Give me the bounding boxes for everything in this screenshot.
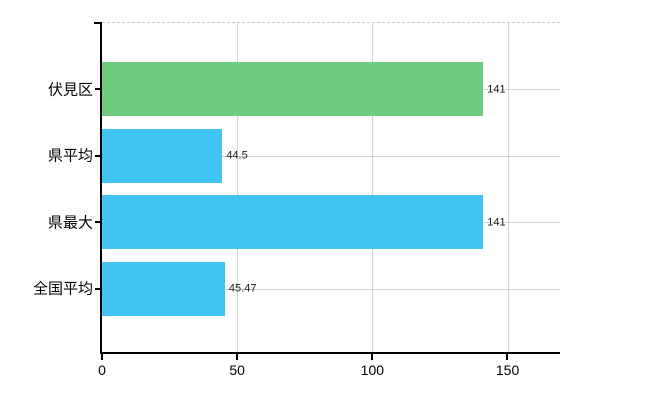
horizontal-gridline [102, 288, 560, 290]
y-axis-category-tick [95, 221, 102, 223]
x-axis-line [100, 352, 560, 354]
category-label: 伏見区 [47, 81, 93, 98]
x-axis-tick-label: 0 [98, 362, 106, 378]
category-label: 県最大 [47, 214, 93, 231]
bar-value-label: 141 [487, 216, 506, 228]
bar [102, 195, 484, 249]
x-axis-tick [506, 354, 509, 360]
x-axis-tick-label: 50 [229, 362, 245, 378]
bar [102, 62, 484, 116]
vertical-gridline [507, 23, 509, 352]
plot-top-border [102, 22, 560, 23]
category-label: 県平均 [47, 147, 93, 165]
y-axis-top-cap-tick [94, 22, 102, 24]
bar [102, 128, 223, 183]
bar-value-label: 44.5 [226, 149, 248, 162]
y-axis-line [100, 22, 102, 353]
bar-value-label: 141 [487, 83, 506, 95]
x-axis-tick [235, 354, 238, 360]
x-axis-tick [370, 354, 373, 360]
y-axis-category-tick [95, 287, 102, 290]
category-label: 全国平均 [32, 280, 93, 298]
x-axis-tick [100, 354, 103, 360]
vertical-gridline [372, 23, 374, 352]
bar [102, 261, 225, 316]
horizontal-gridline [102, 155, 560, 157]
y-axis-category-tick [95, 154, 102, 157]
x-axis-tick-label: 150 [495, 362, 520, 378]
bar-value-label: 45.47 [228, 282, 257, 295]
y-axis-category-tick [95, 88, 102, 90]
x-axis-tick-label: 100 [360, 362, 385, 378]
vertical-gridline [237, 23, 239, 352]
